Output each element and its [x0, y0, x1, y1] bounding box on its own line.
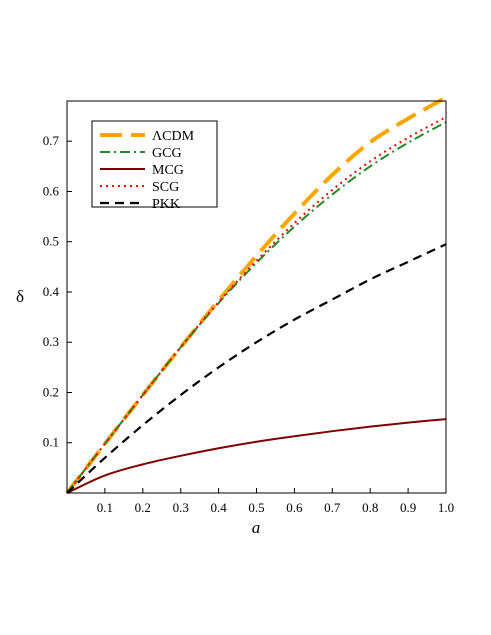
- series-layer: [65, 95, 447, 495]
- x-axis-label: a: [252, 518, 261, 537]
- series-line-2: [66, 418, 447, 494]
- y-tick-label: 0.6: [43, 183, 60, 198]
- y-tick-label: 0.7: [43, 133, 60, 148]
- legend: ΛCDM GCG MCG SCG PKK: [91, 120, 218, 212]
- x-tick-label: 0.6: [286, 500, 303, 515]
- x-tick-label: 0.1: [97, 500, 113, 515]
- x-tick-label: 1.0: [438, 500, 454, 515]
- x-tick-label: 0.2: [135, 500, 151, 515]
- legend-label-3: SCG: [152, 180, 179, 195]
- series-line-1: [66, 121, 447, 494]
- x-tick-label: 0.7: [324, 500, 341, 515]
- y-tick-label: 0.5: [43, 234, 59, 249]
- y-tick-label: 0.3: [43, 334, 59, 349]
- legend-label-4: PKK: [152, 197, 180, 212]
- y-tick-label: 0.4: [43, 284, 60, 299]
- x-tick-label: 0.9: [400, 500, 416, 515]
- x-axis-ticks: 0.1 0.2 0.3 0.4 0.5 0.6 0.7 0.8 0.9 1.0: [97, 488, 454, 515]
- x-tick-label: 0.8: [362, 500, 378, 515]
- series-line-4: [66, 243, 447, 494]
- legend-label-1: GCG: [152, 146, 182, 161]
- legend-label-2: MCG: [152, 163, 184, 178]
- x-tick-label: 0.3: [173, 500, 189, 515]
- x-tick-label: 0.5: [248, 500, 264, 515]
- x-tick-label: 0.4: [210, 500, 227, 515]
- y-tick-label: 0.1: [43, 435, 59, 450]
- y-axis-label: δ: [16, 287, 24, 306]
- y-axis-ticks: 0.1 0.2 0.3 0.4 0.5 0.6 0.7: [43, 133, 72, 450]
- legend-label-0: ΛCDM: [152, 129, 195, 144]
- y-tick-label: 0.2: [43, 384, 59, 399]
